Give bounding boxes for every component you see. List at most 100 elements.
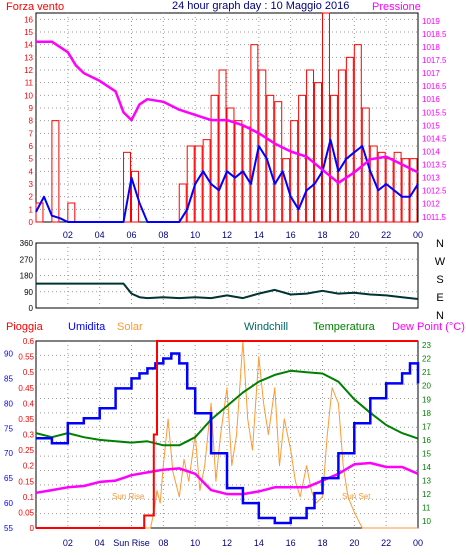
sun-set-annotation: Sun Set bbox=[342, 492, 371, 501]
x-tick-label: 18 bbox=[317, 538, 327, 548]
x-tick-label: 00 bbox=[413, 538, 423, 548]
y-left-tick-label: 16 bbox=[24, 15, 33, 24]
dew-point-line bbox=[35, 461, 419, 496]
wind-speed-bar bbox=[322, 12, 330, 223]
temperature-tick-label: 23 bbox=[422, 341, 431, 350]
compass-label: E bbox=[436, 292, 443, 304]
humidity-line bbox=[36, 352, 420, 525]
compass-label: N bbox=[436, 310, 444, 322]
temperature-tick-label: 12 bbox=[422, 490, 431, 499]
direction-y-tick-label: 0 bbox=[29, 304, 34, 313]
y-right-tick-label: 1011.5 bbox=[422, 213, 446, 222]
x-tick-label: 20 bbox=[349, 538, 359, 548]
rain-tick-label: 0.55 bbox=[18, 353, 34, 362]
y-left-tick-label: 10 bbox=[24, 91, 33, 100]
y-left-tick-label: 4 bbox=[29, 167, 34, 176]
rain-tick-label: 0.15 bbox=[18, 477, 34, 486]
temperature-tick-label: 13 bbox=[422, 477, 431, 486]
x-tick-label: 04 bbox=[95, 538, 105, 548]
x-tick-label: 00 bbox=[413, 230, 423, 240]
rain-tick-label: 0.1 bbox=[23, 493, 35, 502]
legend-item: Pioggia bbox=[6, 321, 44, 333]
temperature-tick-label: 10 bbox=[422, 517, 431, 526]
y-left-tick-label: 8 bbox=[29, 117, 34, 126]
x-tick-label: 12 bbox=[222, 538, 232, 548]
y-right-tick-label: 1017.5 bbox=[422, 56, 447, 65]
compass-label: S bbox=[436, 274, 443, 286]
wind-speed-bar bbox=[218, 69, 227, 223]
x-tick-label: 20 bbox=[349, 230, 359, 240]
x-tick-label: 06 bbox=[126, 230, 136, 240]
humidity-tick-label: 55 bbox=[4, 524, 13, 533]
wind-direction-line bbox=[36, 282, 419, 300]
rain-tick-label: 0.5 bbox=[23, 368, 35, 377]
chart-title: 24 hour graph day : 10 Maggio 2016 bbox=[172, 0, 349, 12]
legend-pressione: Pressione bbox=[372, 1, 421, 13]
legend-item: Umidita bbox=[68, 321, 106, 333]
x-tick-label: 04 bbox=[95, 230, 105, 240]
humidity-tick-label: 65 bbox=[4, 474, 13, 483]
legend-item: Temperatura bbox=[313, 321, 376, 333]
y-right-tick-label: 1018.5 bbox=[422, 30, 447, 39]
wind-speed-bar bbox=[353, 44, 362, 223]
y-right-tick-label: 1014 bbox=[422, 147, 440, 156]
y-left-tick-label: 7 bbox=[29, 129, 34, 138]
temperature-tick-label: 19 bbox=[422, 395, 431, 404]
solar-line bbox=[36, 340, 418, 529]
x-tick-label: 02 bbox=[63, 230, 73, 240]
sun-rise-annotation: Sun Rise bbox=[112, 492, 145, 501]
humidity-tick-label: 70 bbox=[4, 449, 13, 458]
x-tick-label: 22 bbox=[381, 230, 391, 240]
x-tick-label: 16 bbox=[286, 538, 296, 548]
x-tick-label: 14 bbox=[254, 230, 264, 240]
wind-speed-bar bbox=[329, 94, 338, 223]
direction-y-tick-label: 180 bbox=[20, 272, 34, 281]
humidity-tick-label: 80 bbox=[4, 399, 13, 408]
humidity-tick-label: 75 bbox=[4, 424, 13, 433]
y-left-tick-label: 3 bbox=[29, 180, 34, 189]
x-tick-label: 18 bbox=[317, 230, 327, 240]
humidity-tick-label: 85 bbox=[4, 374, 13, 383]
pressure-line bbox=[36, 40, 419, 185]
wind-speed-bar bbox=[377, 151, 386, 223]
wind-speed-bar bbox=[290, 120, 299, 223]
y-left-tick-label: 13 bbox=[24, 53, 33, 62]
compass-label: N bbox=[436, 238, 444, 250]
temperature-tick-label: 20 bbox=[422, 382, 431, 391]
x-tick-label: 16 bbox=[286, 230, 296, 240]
x-tick-label: Sun Rise bbox=[113, 538, 150, 548]
y-left-tick-label: 6 bbox=[29, 142, 34, 151]
wind-speed-bar bbox=[345, 56, 354, 223]
wind-speed-bar bbox=[210, 94, 219, 223]
rain-tick-label: 0.05 bbox=[18, 508, 34, 517]
wind-speed-bar bbox=[369, 145, 378, 223]
y-left-tick-label: 11 bbox=[25, 79, 34, 88]
y-right-tick-label: 1014.5 bbox=[422, 134, 447, 143]
wind-speed-bar bbox=[226, 107, 235, 223]
rain-line bbox=[36, 340, 418, 529]
y-right-tick-label: 1019 bbox=[422, 17, 440, 26]
y-right-tick-label: 1013 bbox=[422, 174, 440, 183]
temperature-tick-label: 11 bbox=[422, 504, 431, 513]
wind-speed-bar bbox=[51, 120, 60, 223]
humidity-tick-label: 90 bbox=[4, 349, 13, 358]
wind-speed-bar bbox=[306, 69, 315, 223]
x-tick-label: 12 bbox=[222, 230, 232, 240]
rain-tick-label: 0 bbox=[30, 524, 35, 533]
direction-y-tick-label: 270 bbox=[20, 255, 34, 264]
rain-tick-label: 0.45 bbox=[18, 384, 34, 393]
legend-item: Solar bbox=[117, 321, 143, 333]
y-right-tick-label: 1012.5 bbox=[422, 187, 447, 196]
temperature-tick-label: 16 bbox=[422, 436, 431, 445]
temperature-tick-label: 17 bbox=[422, 422, 431, 431]
y-right-tick-label: 1015.5 bbox=[422, 108, 447, 117]
y-left-tick-label: 15 bbox=[24, 28, 33, 37]
x-tick-label: 14 bbox=[254, 538, 264, 548]
temperature-tick-label: 22 bbox=[422, 355, 431, 364]
compass-label: W bbox=[435, 256, 446, 268]
y-left-tick-label: 2 bbox=[29, 193, 34, 202]
y-right-tick-label: 1012 bbox=[422, 200, 440, 209]
wind-speed-bar bbox=[393, 151, 402, 223]
wind-speed-bar bbox=[409, 158, 418, 223]
